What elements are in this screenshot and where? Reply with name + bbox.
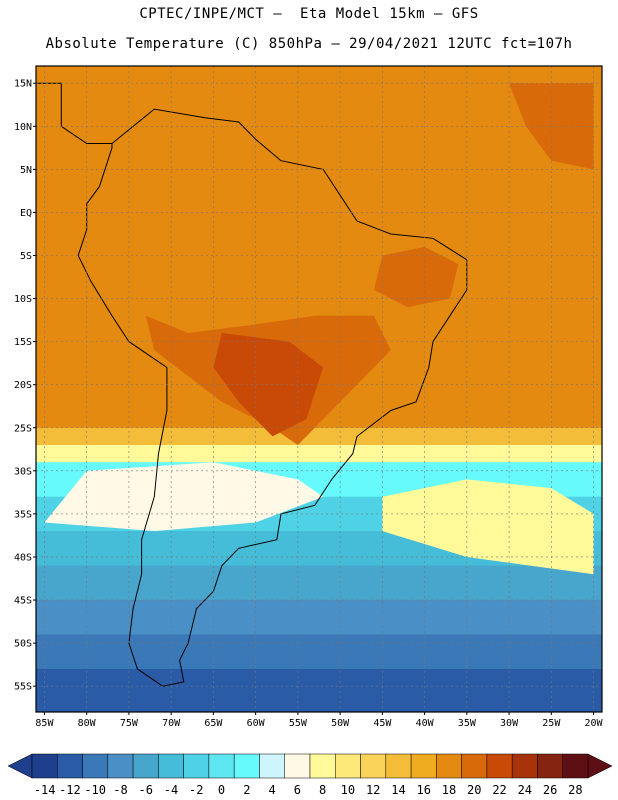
legend-swatch <box>461 753 488 779</box>
legend-swatch <box>486 753 513 779</box>
legend-tick-label: 0 <box>218 783 225 797</box>
legend-swatch <box>284 753 311 779</box>
legend-swatch <box>31 753 58 779</box>
legend-tick-label: 28 <box>568 783 582 797</box>
legend-swatch <box>107 753 134 779</box>
legend-swatch <box>436 753 462 779</box>
lat-tick-label: 5N <box>20 165 32 176</box>
legend-tick-label: 20 <box>467 783 481 797</box>
legend-tick-label: 22 <box>492 783 506 797</box>
legend-swatch <box>158 753 184 779</box>
legend-swatch <box>82 753 109 779</box>
lat-tick-label: 55S <box>14 682 32 693</box>
lon-tick-label: 85W <box>35 718 54 729</box>
legend-swatch <box>183 753 210 779</box>
legend-swatch <box>410 753 437 779</box>
legend-tick-label: 24 <box>518 783 532 797</box>
legend-tick-label: -4 <box>164 783 178 797</box>
lat-tick-label: EQ <box>20 208 32 219</box>
lon-tick-label: 55W <box>289 718 308 729</box>
legend-tick-label: 8 <box>319 783 326 797</box>
lon-tick-label: 70W <box>162 718 181 729</box>
legend-swatch <box>57 753 83 779</box>
lon-tick-label: 50W <box>331 718 350 729</box>
temperature-field <box>36 66 602 712</box>
legend-tick-label: -14 <box>34 783 56 797</box>
legend-tick-label: 4 <box>268 783 275 797</box>
temperature-patch <box>382 479 594 575</box>
lon-tick-label: 40W <box>416 718 435 729</box>
lon-tick-label: 80W <box>78 718 97 729</box>
legend-tick-label: 26 <box>543 783 557 797</box>
title-line-2: Absolute Temperature (C) 850hPa – 29/04/… <box>45 36 573 52</box>
lat-tick-label: 10S <box>14 294 32 305</box>
lon-tick-label: 25W <box>542 718 561 729</box>
temperature-band <box>36 427 602 446</box>
legend-tick-label: 16 <box>417 783 431 797</box>
legend-swatch <box>335 753 361 779</box>
color-legend: -14 -12 -10 -8 -6 -4 -2 0 2 4 6 8 10 12 14 16 18 20 22 24 26… <box>7 753 613 797</box>
legend-swatch <box>537 753 563 779</box>
lon-tick-label: 20W <box>585 718 604 729</box>
map-frame <box>35 65 603 713</box>
lat-tick-label: 20S <box>14 380 32 391</box>
legend-swatch <box>360 753 387 779</box>
legend-tick-label: -12 <box>59 783 81 797</box>
temperature-band <box>36 444 602 464</box>
legend-tick-label: 14 <box>391 783 405 797</box>
lon-tick-label: 75W <box>120 718 139 729</box>
legend-tick-label: 10 <box>341 783 355 797</box>
legend-tick-label: 18 <box>442 783 456 797</box>
temperature-band <box>36 600 602 636</box>
gridlines <box>36 66 602 712</box>
lat-tick-label: 40S <box>14 552 32 563</box>
legend-max-arrow <box>587 753 613 779</box>
legend-tick-label: 2 <box>243 783 250 797</box>
lat-tick-label: 5S <box>20 251 32 262</box>
legend-tick-label: -6 <box>139 783 153 797</box>
lon-tick-label: 45W <box>373 718 392 729</box>
coastline <box>77 108 468 687</box>
legend-swatch <box>233 753 260 779</box>
lat-tick-label: 45S <box>14 596 32 607</box>
legend-tick-label: -8 <box>113 783 127 797</box>
legend-swatch <box>208 753 235 779</box>
legend-swatch <box>385 753 412 779</box>
lon-tick-label: 35W <box>458 718 477 729</box>
lat-tick-label: 15N <box>14 79 32 90</box>
temperature-band <box>36 565 602 602</box>
temperature-map: 15N 10N 5N EQ 5S 10S 15S 20S 25S 30S 35S 40S 45S 50S 5… <box>14 65 604 729</box>
temperature-patch <box>373 246 459 308</box>
legend-swatch <box>511 753 538 779</box>
temperature-band <box>36 634 602 670</box>
legend-tick-label: 12 <box>366 783 380 797</box>
legend-swatch <box>132 753 159 779</box>
title-line-1: CPTEC/INPE/MCT – Eta Model 15km – GFS <box>139 6 479 22</box>
legend-min-arrow <box>7 753 33 779</box>
temperature-band <box>36 668 602 712</box>
lon-tick-label: 60W <box>247 718 266 729</box>
lat-tick-label: 30S <box>14 466 32 477</box>
legend-tick-label: -2 <box>189 783 203 797</box>
lon-tick-label: 30W <box>500 718 519 729</box>
legend-tick-label: -10 <box>84 783 106 797</box>
legend-swatch <box>309 753 336 779</box>
temperature-patch <box>213 333 324 437</box>
lat-tick-label: 35S <box>14 509 32 520</box>
legend-tick-label: 6 <box>294 783 301 797</box>
legend-swatch <box>259 753 285 779</box>
legend-swatch <box>562 753 589 779</box>
lat-tick-label: 25S <box>14 423 32 434</box>
lon-tick-label: 65W <box>204 718 223 729</box>
lat-tick-label: 50S <box>14 639 32 650</box>
lat-tick-label: 10N <box>14 122 32 133</box>
temperature-patch <box>44 462 324 532</box>
lat-tick-label: 15S <box>14 337 32 348</box>
